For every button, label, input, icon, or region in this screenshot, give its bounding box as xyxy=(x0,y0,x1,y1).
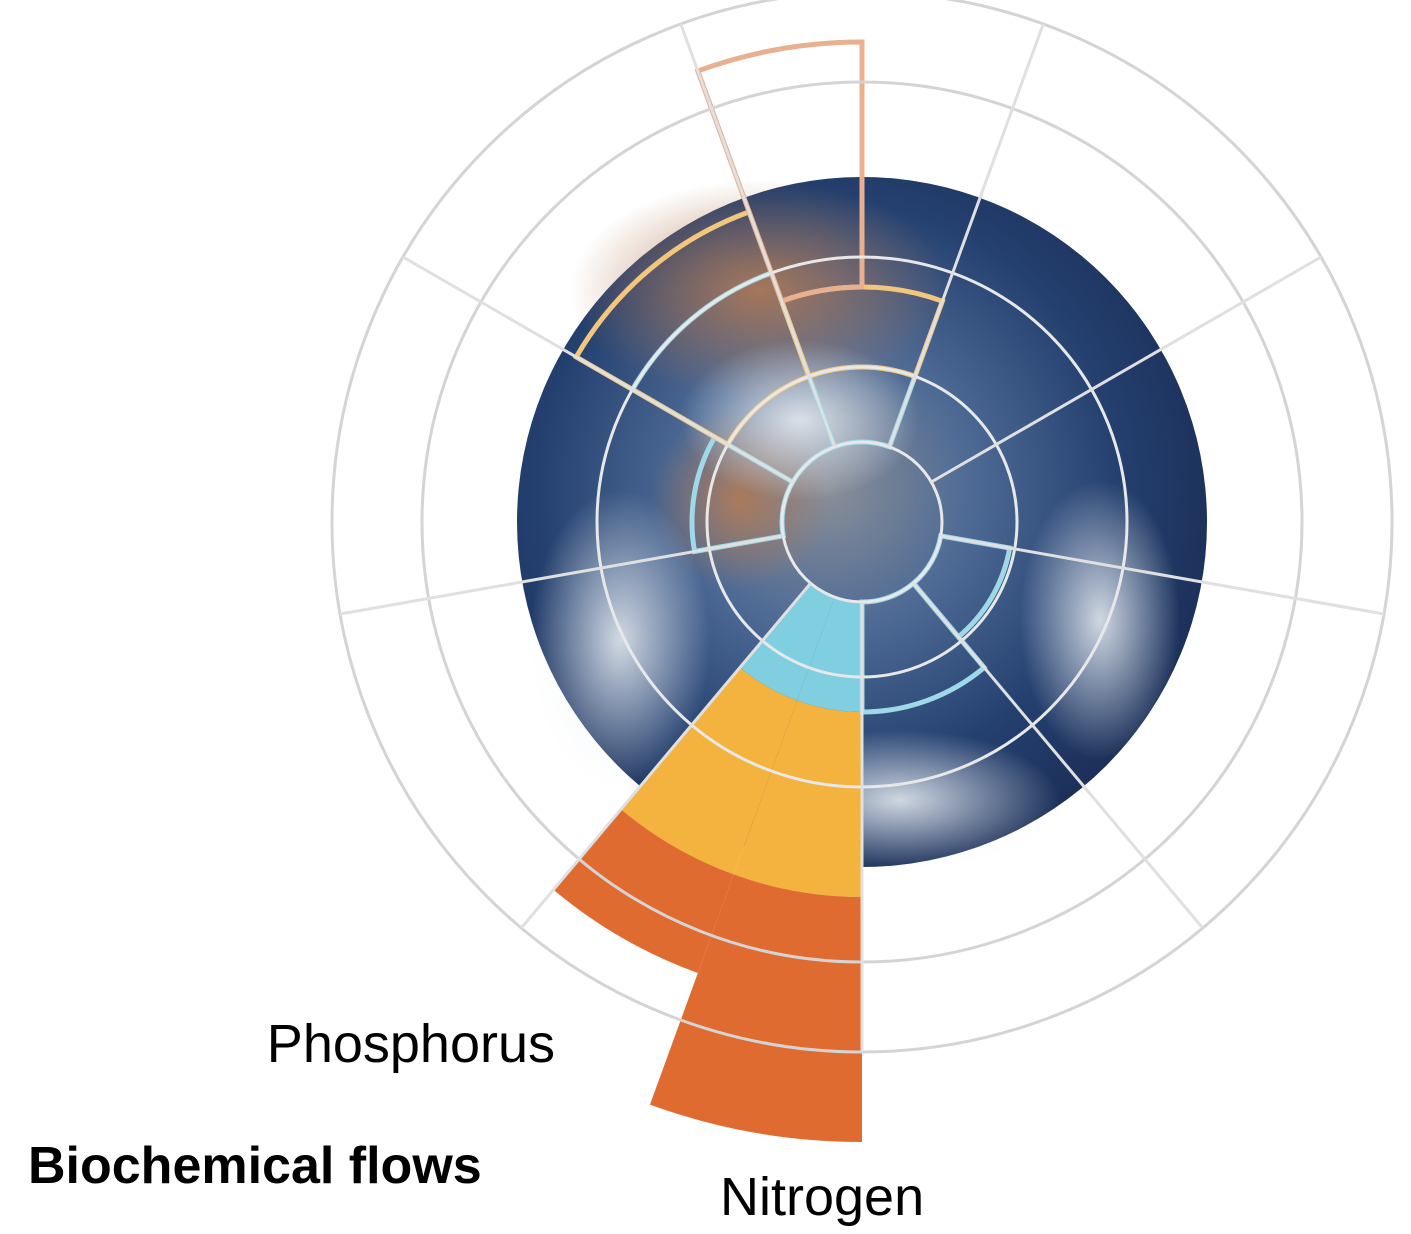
spoke xyxy=(912,582,1204,929)
spoke xyxy=(520,582,812,929)
category-label: Biochemical flows xyxy=(28,1137,482,1195)
spoke xyxy=(679,23,837,448)
spoke xyxy=(930,255,1322,484)
rings xyxy=(330,0,1394,1054)
spoke xyxy=(887,23,1045,448)
spoke xyxy=(940,534,1385,616)
segment xyxy=(733,700,862,897)
segment xyxy=(797,597,862,712)
segment xyxy=(620,667,798,875)
segment xyxy=(739,583,835,701)
phosphorus-label: Phosphorus xyxy=(267,1014,555,1074)
spoke xyxy=(402,255,794,484)
spoke xyxy=(339,534,784,616)
segment xyxy=(649,874,862,1142)
segment xyxy=(553,809,734,974)
segment-outline xyxy=(694,39,865,305)
nitrogen-label: Nitrogen xyxy=(720,1167,924,1227)
